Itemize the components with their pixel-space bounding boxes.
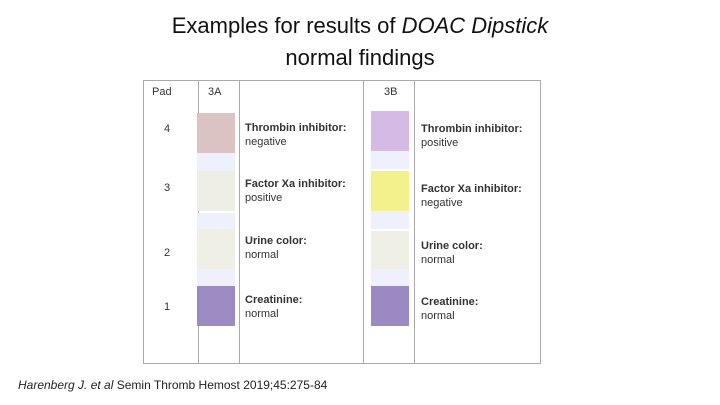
slide-title: Examples for results of DOAC Dipstick no…	[0, 10, 720, 74]
test-label: Factor Xa inhibitor:	[245, 178, 346, 190]
test-label: Factor Xa inhibitor:	[421, 183, 522, 195]
spacer	[371, 269, 409, 287]
test-label: Thrombin inhibitor:	[245, 122, 347, 134]
pad-number: 3	[164, 182, 171, 194]
header: 3B	[384, 86, 398, 98]
result: negative	[421, 197, 463, 209]
pad	[371, 111, 409, 151]
title-plain: Examples for results of	[171, 13, 396, 38]
spacer	[371, 211, 409, 229]
pad	[197, 286, 235, 326]
test-label: Urine color:	[421, 240, 483, 252]
test-label: Urine color:	[245, 235, 307, 247]
spacer	[197, 269, 235, 287]
pad	[371, 231, 409, 271]
pad-number: 2	[164, 247, 171, 259]
result: normal	[421, 310, 455, 322]
result: negative	[245, 136, 287, 148]
header: Pad	[152, 86, 172, 98]
test-label: Creatinine:	[245, 294, 303, 306]
title-italic: DOAC Dipstick	[401, 13, 549, 38]
result: positive	[245, 192, 283, 204]
pad	[197, 229, 235, 269]
header: 3A	[208, 86, 222, 98]
pad	[197, 113, 235, 153]
pad-number: 1	[164, 301, 171, 313]
dipstick-figure: Pad 3A 3B 4 3 2 1 Thrombin inhibitor: neg…	[143, 80, 541, 364]
spacer	[197, 153, 235, 171]
test-label: Creatinine:	[421, 296, 479, 308]
citation-authors: Harenberg J. et al	[18, 378, 114, 392]
divider	[363, 81, 364, 363]
citation: Harenberg J. et al Semin Thromb Hemost 2…	[18, 378, 327, 392]
spacer	[197, 213, 235, 231]
pad-number: 4	[164, 123, 171, 135]
result: positive	[421, 137, 459, 149]
pad	[371, 286, 409, 326]
pad	[371, 171, 409, 211]
divider	[414, 81, 415, 363]
spacer	[371, 151, 409, 169]
result: normal	[245, 308, 279, 320]
title-line2: normal findings	[285, 45, 435, 70]
citation-source: Semin Thromb Hemost 2019;45:275-84	[116, 378, 328, 392]
divider	[239, 81, 240, 363]
pad	[197, 171, 235, 211]
test-label: Thrombin inhibitor:	[421, 123, 523, 135]
result: normal	[245, 249, 279, 261]
result: normal	[421, 254, 455, 266]
